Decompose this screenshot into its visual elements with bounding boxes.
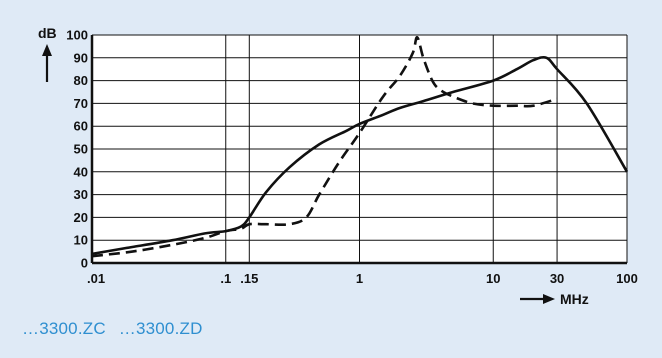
attenuation-chart: 0 10 20 30 40 50 60 70 80 90 100 .01 .1 .15 1 10 30 100 d… <box>38 25 638 307</box>
x-tick-label: .1 <box>220 271 231 286</box>
x-tick-label: 30 <box>550 271 564 286</box>
axes <box>90 35 627 265</box>
series-line-dashed <box>91 35 558 258</box>
x-tick-label: 1 <box>356 271 363 286</box>
y-tick-label: 90 <box>74 50 88 65</box>
x-axis-label: MHz <box>560 291 589 307</box>
series-group <box>91 35 629 258</box>
y-tick-label: 50 <box>74 142 88 157</box>
y-tick-label: 100 <box>66 28 88 43</box>
model-label-zc: …3300.ZC <box>22 319 106 338</box>
model-label-zd: …3300.ZD <box>118 319 203 338</box>
series-line-solid <box>91 55 629 256</box>
y-tick-label: 10 <box>74 233 88 248</box>
y-tick-label: 30 <box>74 187 88 202</box>
model-caption: …3300.ZC …3300.ZD <box>22 319 211 339</box>
y-tick-label: 80 <box>74 73 88 88</box>
x-tick-label: 10 <box>486 271 500 286</box>
x-axis-arrow <box>520 294 555 304</box>
y-tick-label: 40 <box>74 164 88 179</box>
x-tick-label: 100 <box>616 271 638 286</box>
x-tick-label: .01 <box>87 271 105 286</box>
tick-labels: 0 10 20 30 40 50 60 70 80 90 100 .01 .1 .15 1 10 30 100 <box>66 28 638 287</box>
y-axis-arrow <box>42 44 52 82</box>
y-tick-label: 70 <box>74 96 88 111</box>
x-tick-label: .15 <box>240 271 258 286</box>
y-tick-label: 60 <box>74 119 88 134</box>
y-axis-label: dB <box>38 25 57 41</box>
y-tick-label: 0 <box>81 256 88 271</box>
y-tick-label: 20 <box>74 210 88 225</box>
